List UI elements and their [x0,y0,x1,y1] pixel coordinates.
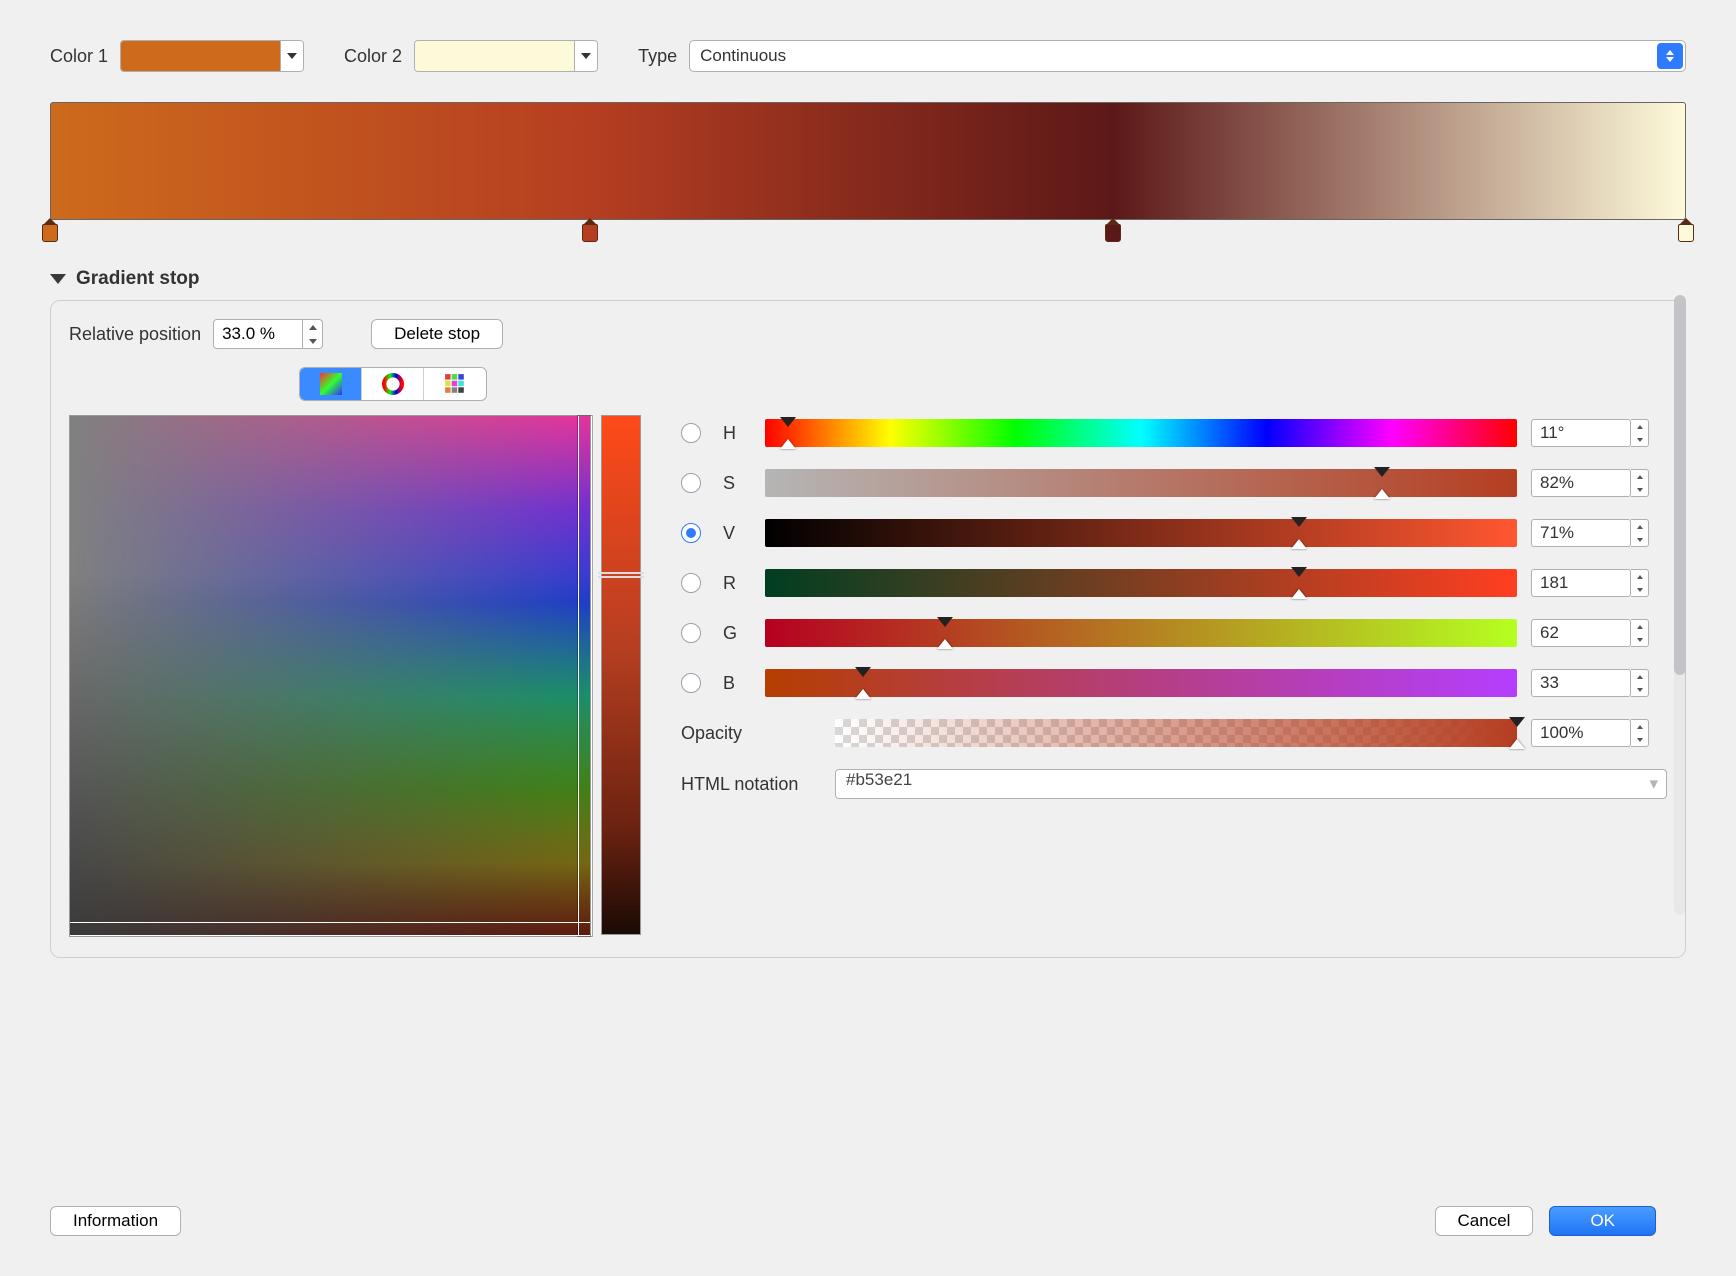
spinner-buttons-icon[interactable] [1631,419,1649,447]
html-notation-input[interactable]: #b53e21▾ [835,769,1667,799]
seg-swatches-icon[interactable] [424,368,486,400]
relative-position-input[interactable] [213,319,303,349]
cancel-button[interactable]: Cancel [1435,1206,1534,1236]
information-button[interactable]: Information [50,1206,181,1236]
opacity-label: Opacity [681,723,821,744]
spinner-buttons-icon[interactable] [1631,519,1649,547]
seg-wheel-icon[interactable] [362,368,424,400]
color-field[interactable] [69,415,591,937]
channel-value-b[interactable]: 33 [1531,669,1631,697]
html-notation-row: HTML notation #b53e21▾ [681,769,1667,799]
channel-value-r[interactable]: 181 [1531,569,1631,597]
opacity-value[interactable]: 100% [1531,719,1631,747]
channel-slider-v[interactable] [765,519,1517,547]
dialog-footer: Information Cancel OK [50,1206,1656,1236]
type-select[interactable]: Continuous [689,40,1686,72]
channel-label: S [723,473,751,494]
channel-radio-r[interactable] [681,573,701,593]
delete-stop-button[interactable]: Delete stop [371,319,503,349]
channel-radio-g[interactable] [681,623,701,643]
opacity-row: Opacity 100% [681,719,1667,747]
color1-picker[interactable] [120,40,304,72]
spinner-buttons-icon[interactable] [1631,569,1649,597]
relative-position-label: Relative position [69,324,201,345]
channel-slider-r[interactable] [765,569,1517,597]
scrollbar[interactable] [1674,295,1686,915]
color1-dropdown-icon[interactable] [281,41,303,71]
gradient-stop-handle[interactable] [42,224,58,242]
gradient-preview[interactable] [50,102,1686,220]
channel-value-v[interactable]: 71% [1531,519,1631,547]
gradient-stop-handle[interactable] [1678,224,1694,242]
channel-row-s: S 82% [681,469,1667,497]
channel-label: H [723,423,751,444]
channel-label: B [723,673,751,694]
channel-row-r: R 181 [681,569,1667,597]
channel-radio-s[interactable] [681,473,701,493]
gradient-stop-header[interactable]: Gradient stop [50,268,1686,290]
spinner-buttons-icon[interactable] [303,319,323,349]
channel-row-b: B 33 [681,669,1667,697]
channel-slider-s[interactable] [765,469,1517,497]
disclosure-triangle-icon [50,274,66,284]
spinner-buttons-icon[interactable] [1631,469,1649,497]
ok-button[interactable]: OK [1549,1206,1656,1236]
channel-label: V [723,523,751,544]
color2-picker[interactable] [414,40,598,72]
scrollbar-thumb[interactable] [1674,295,1686,675]
top-row: Color 1 Color 2 Type Continuous [50,40,1686,72]
color1-label: Color 1 [50,46,108,67]
color1-swatch [121,41,281,71]
chevron-down-icon[interactable]: ▾ [1649,774,1658,794]
color2-swatch [415,41,575,71]
channel-row-h: H 11° [681,419,1667,447]
html-notation-label: HTML notation [681,774,821,795]
relative-position-spinbox[interactable] [213,319,323,349]
channel-slider-b[interactable] [765,669,1517,697]
gradient-stop-handles [50,224,1686,246]
gradient-stop-handle[interactable] [1105,224,1121,242]
select-arrows-icon [1657,43,1683,69]
hue-marker[interactable] [598,572,644,578]
channel-radio-v[interactable] [681,523,701,543]
channel-value-s[interactable]: 82% [1531,469,1631,497]
hue-strip[interactable] [601,415,641,935]
type-label: Type [638,46,677,67]
channel-value-g[interactable]: 62 [1531,619,1631,647]
channel-row-g: G 62 [681,619,1667,647]
channel-sliders: H 11° S 82% V 71% R 181 G 62 B 33 Opacity 100% HTML no… [681,419,1667,799]
opacity-slider[interactable] [835,719,1517,747]
seg-gradient-icon[interactable] [300,368,362,400]
color-mode-segmented[interactable] [299,367,487,401]
color2-label: Color 2 [344,46,402,67]
channel-radio-b[interactable] [681,673,701,693]
spinner-buttons-icon[interactable] [1631,719,1649,747]
channel-slider-g[interactable] [765,619,1517,647]
channel-value-h[interactable]: 11° [1531,419,1631,447]
channel-slider-h[interactable] [765,419,1517,447]
spinner-buttons-icon[interactable] [1631,669,1649,697]
gradient-stop-panel: Relative position Delete stop [50,300,1686,958]
channel-label: R [723,573,751,594]
spinner-buttons-icon[interactable] [1631,619,1649,647]
channel-radio-h[interactable] [681,423,701,443]
channel-row-v: V 71% [681,519,1667,547]
color2-dropdown-icon[interactable] [575,41,597,71]
type-select-value: Continuous [700,46,786,66]
section-title: Gradient stop [76,268,200,290]
channel-label: G [723,623,751,644]
gradient-stop-handle[interactable] [582,224,598,242]
